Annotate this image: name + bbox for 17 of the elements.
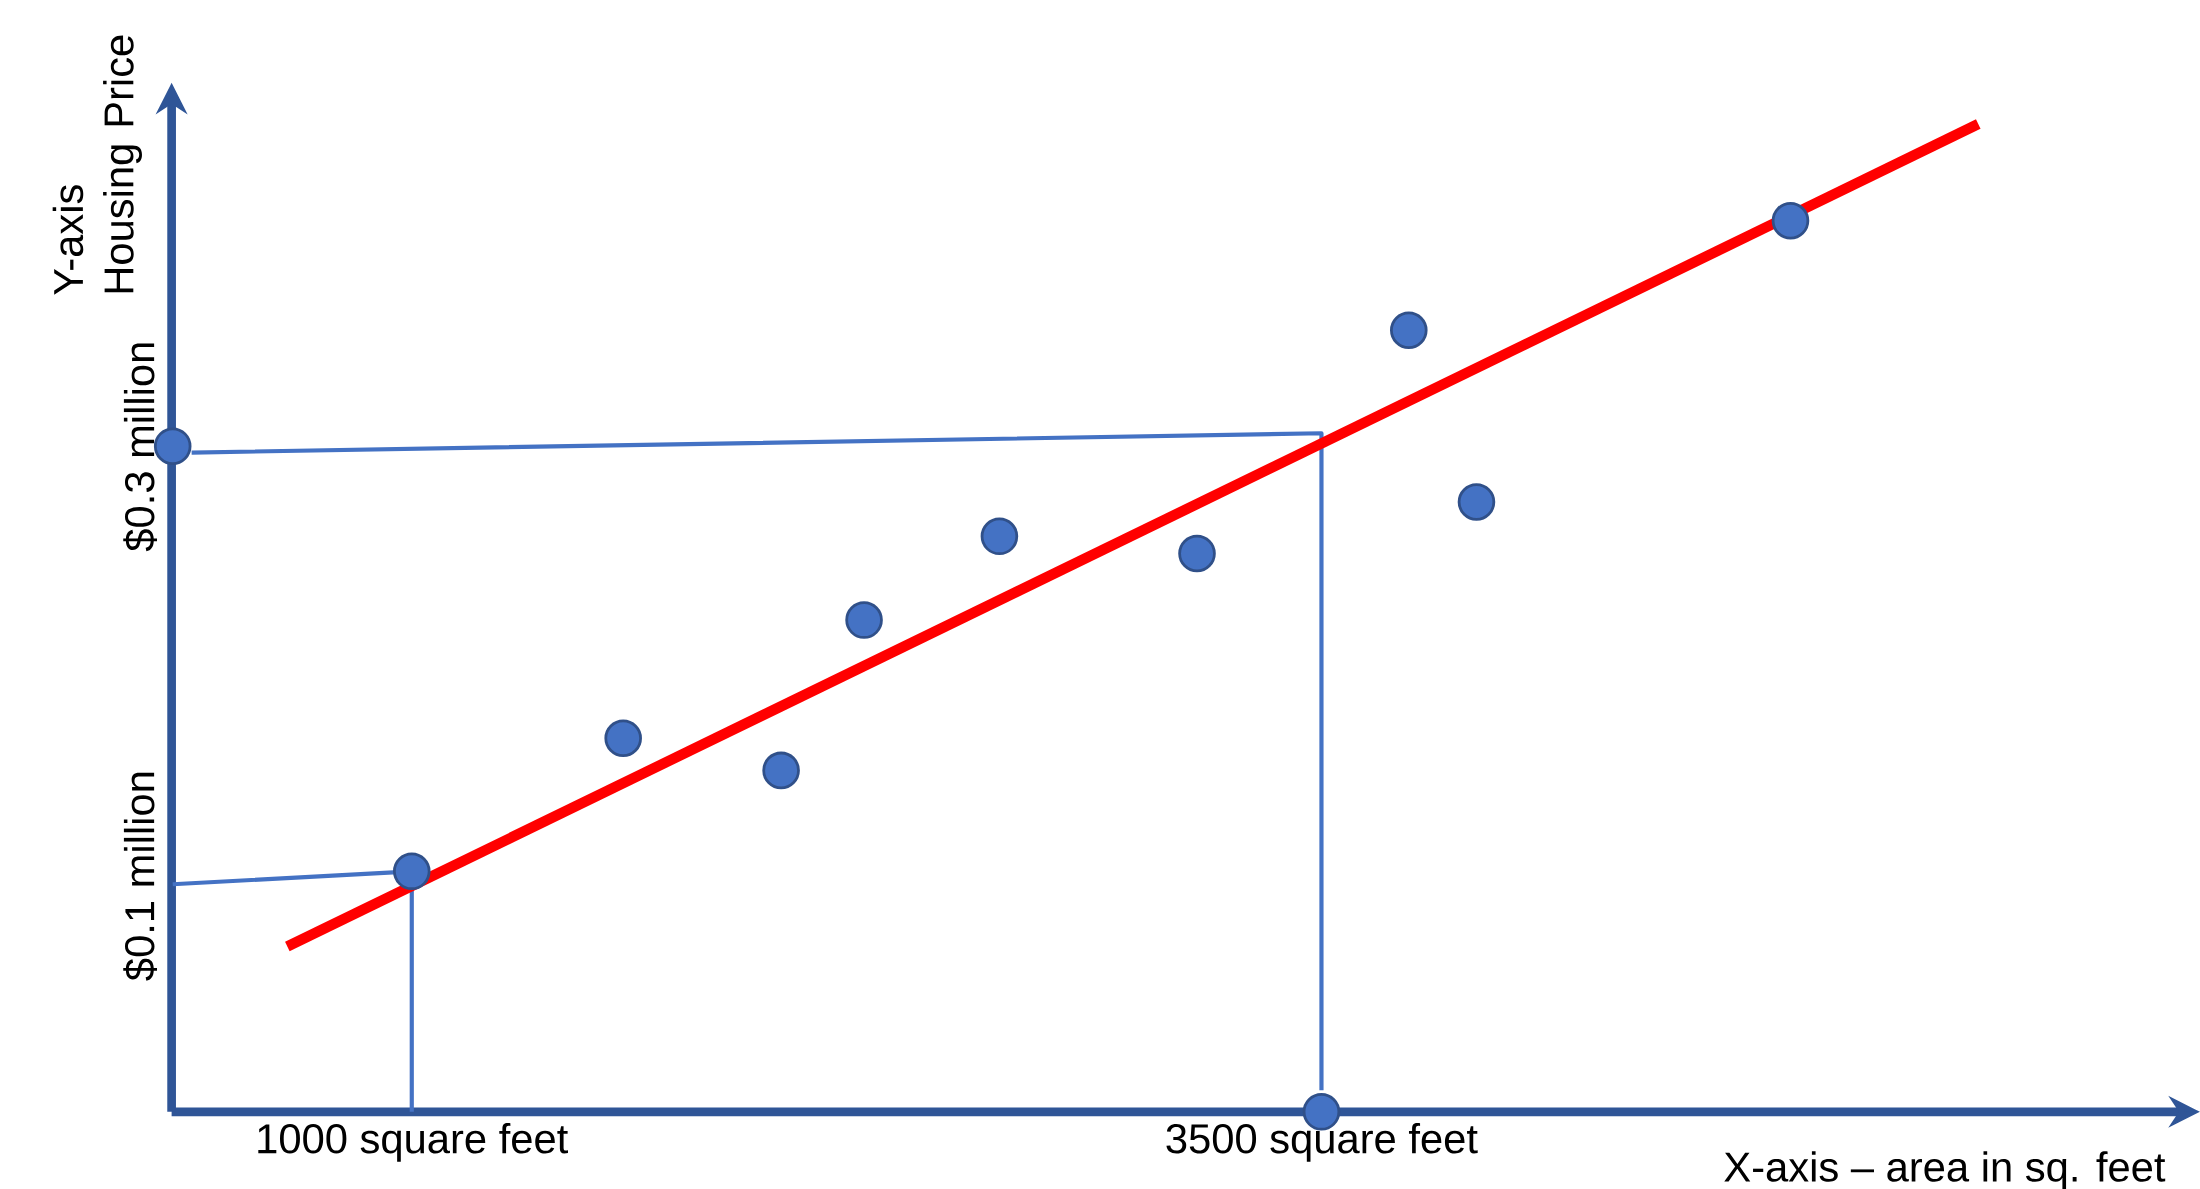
point <box>1457 483 1496 521</box>
point <box>845 601 883 639</box>
point <box>762 751 800 790</box>
point <box>393 852 431 890</box>
point <box>1390 311 1428 349</box>
point <box>980 517 1019 555</box>
y-tick-label: $0.1 million <box>123 772 158 981</box>
y-tick-label: $0.3 million <box>123 343 158 552</box>
point <box>153 427 192 465</box>
x-axis-title: X-axis – area in sq. feet <box>1724 1151 2166 1189</box>
point <box>1178 534 1216 573</box>
point <box>1302 1092 1341 1131</box>
point <box>604 719 642 757</box>
x-tick-label: 1000 square feet <box>258 1122 568 1162</box>
x-tick-label: 3500 square feet <box>1166 1122 1478 1162</box>
y-axis-title: Y-axis Housing Price <box>52 35 142 295</box>
point <box>1771 201 1810 240</box>
